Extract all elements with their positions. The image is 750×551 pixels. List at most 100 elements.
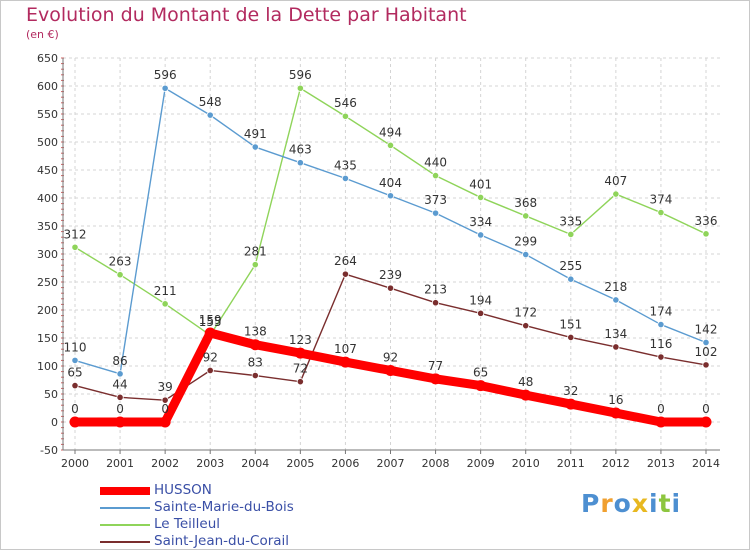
data-point (567, 333, 575, 342)
data-label: 374 (649, 193, 672, 207)
data-label: 596 (289, 68, 312, 82)
data-label: 16 (608, 393, 623, 407)
data-label: 72 (293, 362, 308, 376)
data-label: 463 (289, 143, 312, 157)
data-point (700, 416, 712, 428)
data-point (296, 84, 304, 92)
data-point (71, 243, 79, 251)
x-tick-label: 2005 (286, 457, 314, 470)
data-point (520, 389, 532, 401)
data-point (565, 398, 577, 410)
legend-label: Saint-Jean-du-Corail (154, 533, 290, 549)
data-label: 32 (563, 384, 578, 398)
data-label: 281 (244, 245, 267, 259)
data-point (657, 353, 665, 361)
data-point (386, 141, 395, 149)
x-tick-label: 2008 (422, 457, 450, 470)
data-point (477, 309, 485, 317)
data-label: 264 (334, 254, 357, 268)
proxiti-logo: Proxiti (581, 489, 681, 518)
y-tick-label: 0 (51, 416, 58, 429)
x-tick-label: 2010 (512, 457, 540, 470)
data-point (251, 371, 259, 380)
data-label: 107 (334, 342, 357, 356)
data-point (161, 300, 169, 308)
axis-layer: -50 0 50 100 150 200 250 300 350 400 450 500 550 600 6… (37, 52, 720, 470)
data-label: 92 (203, 350, 218, 364)
x-tick-label: 2012 (602, 457, 630, 470)
data-point (251, 143, 259, 151)
chart-title: Evolution du Montant de la Dette par Hab… (26, 4, 467, 26)
data-point (386, 192, 395, 200)
data-point (116, 370, 124, 378)
data-point (657, 320, 665, 329)
data-label: 0 (657, 402, 665, 416)
y-tick-label: 550 (37, 108, 58, 121)
data-point (339, 356, 351, 368)
data-label: 368 (514, 196, 537, 210)
data-point (431, 299, 440, 307)
y-tick-label: 350 (37, 220, 58, 233)
x-tick-label: 2009 (467, 457, 495, 470)
data-label: 596 (154, 68, 177, 82)
data-point (612, 343, 620, 351)
data-label: 92 (383, 350, 398, 364)
logo-letter: o (613, 489, 632, 518)
data-point (116, 393, 124, 401)
data-label: 263 (109, 255, 132, 269)
data-point (430, 373, 442, 385)
y-tick-label: 400 (37, 192, 58, 205)
x-tick-label: 2014 (692, 457, 720, 470)
data-point (475, 380, 487, 392)
y-tick-label: 500 (37, 136, 58, 149)
data-label: 0 (116, 402, 124, 416)
data-point (69, 416, 81, 428)
logo-letter: i (649, 489, 659, 518)
data-label: 218 (604, 280, 627, 294)
data-label: 335 (559, 214, 582, 228)
data-label: 494 (379, 125, 402, 139)
data-point (522, 322, 530, 330)
data-point (71, 356, 79, 364)
data-point (431, 172, 440, 180)
data-point (161, 396, 169, 404)
data-label: 491 (244, 127, 267, 141)
data-point (294, 347, 306, 359)
data-label: 239 (379, 268, 402, 282)
logo-letter: t (658, 489, 672, 518)
data-point (249, 339, 261, 351)
data-point (522, 212, 530, 220)
data-point (206, 111, 214, 119)
y-tick-label: 300 (37, 248, 58, 261)
data-point (341, 270, 350, 278)
data-point (341, 174, 350, 182)
data-point (431, 209, 440, 217)
data-label: 116 (649, 337, 672, 351)
y-tick-label: 50 (44, 388, 58, 401)
legend-swatch (100, 541, 150, 543)
data-label: 65 (67, 366, 82, 380)
y-tick-label: 650 (37, 52, 58, 65)
data-label: 546 (334, 96, 357, 110)
data-label: 110 (64, 340, 87, 354)
data-label: 151 (559, 317, 582, 331)
y-tick-label: 100 (37, 360, 58, 373)
x-tick-label: 2000 (61, 457, 89, 470)
data-point (610, 407, 622, 419)
data-label: 407 (604, 174, 627, 188)
data-label: 373 (424, 193, 447, 207)
data-label: 134 (604, 327, 627, 341)
data-point (702, 338, 710, 347)
data-label: 312 (64, 227, 87, 241)
data-point (657, 208, 665, 217)
data-point (296, 378, 304, 386)
data-point (567, 230, 575, 238)
data-point (116, 271, 124, 279)
legend-swatch (100, 487, 150, 495)
legend-swatch (100, 507, 150, 509)
data-label: 334 (469, 215, 492, 229)
data-label: 86 (112, 354, 127, 368)
data-label: 0 (71, 402, 79, 416)
data-label: 39 (158, 380, 173, 394)
data-point (159, 416, 171, 428)
